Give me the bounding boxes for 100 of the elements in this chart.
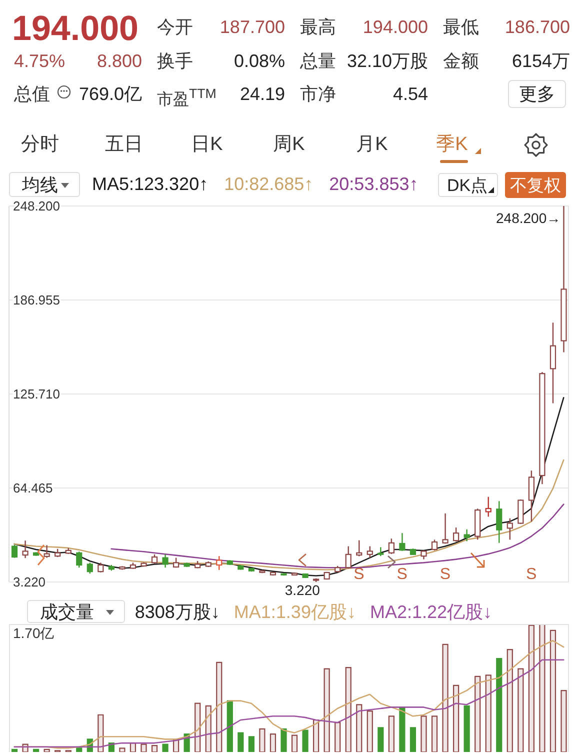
- text: 194.000: [12, 9, 139, 50]
- bar: [140, 744, 147, 752]
- text: 五日: [105, 134, 143, 156]
- bar: [378, 727, 384, 752]
- text: 总量: [300, 51, 336, 72]
- annotation: S: [440, 566, 450, 583]
- legend-title: 成交量: [40, 600, 94, 624]
- y-tick-label: 186.955: [13, 292, 60, 308]
- bar: [474, 676, 481, 752]
- dropdown-field: 成交量: [26, 600, 125, 623]
- candlestick: [550, 322, 556, 404]
- candlestick: [431, 539, 438, 552]
- annotation: S: [396, 566, 408, 583]
- bar: [356, 704, 362, 752]
- bar: [194, 702, 201, 752]
- text: 分时: [21, 134, 59, 156]
- legend-title: 均线: [22, 174, 58, 196]
- text: 8.800: [96, 51, 142, 72]
- bar: [431, 716, 438, 752]
- bar: [539, 624, 546, 752]
- line-series: [110, 504, 564, 568]
- candlestick: [86, 562, 93, 574]
- bar: [270, 734, 276, 752]
- candlestick: [44, 544, 50, 558]
- bar: [119, 748, 126, 752]
- candlestick: [399, 532, 406, 552]
- candlestick: [366, 546, 373, 558]
- text: 194.000: [362, 17, 428, 38]
- text: 市净: [300, 84, 336, 105]
- text: 金额: [443, 51, 479, 72]
- candlestick: [388, 538, 394, 555]
- bar: [496, 658, 502, 752]
- candlestick: [378, 546, 384, 557]
- dropdown-field: 均线: [9, 172, 80, 197]
- text: MA1:1.39亿股↓: [234, 600, 356, 624]
- text: 4.75%: [14, 51, 66, 72]
- y-tick-label: 3.220: [13, 574, 46, 590]
- bar: [11, 748, 18, 752]
- text: 10:82.685↑: [224, 174, 314, 195]
- bar: [98, 714, 104, 752]
- bar: [33, 748, 40, 752]
- bar: [464, 705, 470, 752]
- bar: [216, 662, 222, 752]
- text: 8308万股↓: [134, 600, 220, 624]
- text: 月K: [356, 134, 388, 156]
- bar: [506, 649, 513, 752]
- bar: [238, 732, 244, 752]
- bar: [528, 624, 534, 752]
- candlestick: [98, 562, 104, 573]
- bar: [151, 745, 158, 752]
- text: 24.19: [240, 84, 285, 105]
- bar: [205, 705, 212, 752]
- annotation: 3.220: [284, 582, 320, 598]
- y-tick-label: 248.200: [13, 198, 60, 214]
- annotation: S: [526, 566, 537, 583]
- candlestick: [506, 518, 513, 540]
- candlestick: [11, 544, 18, 558]
- candlestick: [528, 470, 534, 522]
- bar: [550, 630, 556, 752]
- bar: [410, 727, 416, 752]
- text: MA2:1.22亿股↓: [370, 600, 492, 624]
- candlestick: [22, 540, 28, 559]
- text: 最低: [443, 17, 479, 38]
- bar: [560, 690, 567, 752]
- bar: [248, 736, 254, 752]
- bar: [226, 700, 233, 752]
- y-tick-label: 64.465: [13, 480, 53, 496]
- bar: [291, 734, 298, 752]
- text: 186.700: [504, 17, 570, 38]
- bar: [453, 684, 460, 752]
- text: 32.10万股: [346, 51, 428, 72]
- button: DK点: [438, 173, 498, 197]
- candlestick: [356, 540, 362, 557]
- bar: [518, 668, 524, 752]
- candlestick: [453, 526, 460, 542]
- annotation: 1.70亿: [13, 625, 54, 642]
- text: 周K: [273, 134, 305, 156]
- text: 0.08%: [234, 51, 285, 72]
- text: 今开: [157, 17, 193, 38]
- bar: [130, 742, 136, 752]
- text: 市盈$^{TTM}$: [157, 86, 216, 110]
- text: 6154万: [512, 51, 570, 72]
- bar: [345, 666, 352, 752]
- text: 769.0亿: [78, 84, 142, 105]
- annotation: S: [354, 566, 364, 583]
- bar: [162, 744, 168, 752]
- candlestick: [345, 546, 352, 570]
- text: 季K: [436, 134, 468, 156]
- bar: [324, 668, 330, 752]
- candlestick: [485, 496, 492, 518]
- annotation: 248.200→: [496, 210, 561, 226]
- bar: [485, 674, 492, 752]
- candlestick: [151, 554, 158, 564]
- candlestick: [464, 528, 470, 542]
- bar: [420, 716, 427, 752]
- candlestick: [496, 500, 502, 544]
- bar: [442, 644, 448, 752]
- button: 不复权: [505, 172, 566, 198]
- bar: [334, 722, 341, 752]
- bar: [76, 748, 82, 752]
